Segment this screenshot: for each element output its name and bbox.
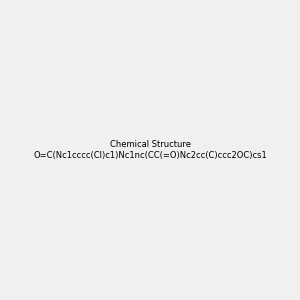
Text: Chemical Structure
O=C(Nc1cccc(Cl)c1)Nc1nc(CC(=O)Nc2cc(C)ccc2OC)cs1: Chemical Structure O=C(Nc1cccc(Cl)c1)Nc1… xyxy=(33,140,267,160)
